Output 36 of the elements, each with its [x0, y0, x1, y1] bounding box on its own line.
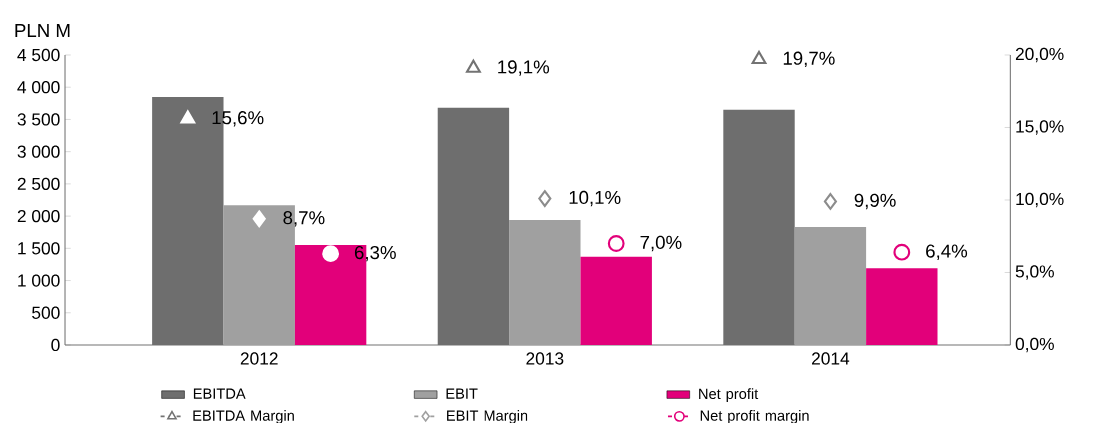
x-tick-label: 2013: [526, 352, 564, 365]
y-tick-label: 1 500: [18, 242, 60, 255]
y-tick-label: 4 500: [17, 48, 60, 62]
legend-label: Net profit margin: [700, 410, 809, 423]
y-axis-title: PLN M: [15, 24, 70, 37]
y-tick-label: 500: [32, 306, 60, 319]
data-label: 10,1%: [569, 190, 621, 207]
bar: [866, 268, 938, 345]
y-tick-label: 2 500: [17, 177, 60, 191]
data-label: 6,4%: [926, 244, 968, 260]
y2-tick-label: 5,0%: [1015, 265, 1054, 280]
legend-label: EBITDA Margin: [193, 410, 294, 423]
legend-label: EBIT: [446, 388, 478, 399]
data-label: 19,1%: [498, 60, 550, 76]
data-label: 9,9%: [854, 193, 896, 210]
data-label: 19,7%: [783, 51, 835, 68]
legend-label: Net profit: [699, 388, 759, 402]
y2-tick-label: 10,0%: [1016, 192, 1064, 208]
data-label: 8,7%: [283, 211, 325, 227]
bar: [509, 219, 581, 345]
bar: [580, 256, 652, 345]
data-label: 7,0%: [640, 235, 682, 252]
y-tick-label: 3 500: [17, 113, 60, 126]
y-tick-label: 1 000: [18, 274, 60, 287]
y-tick-label: 4 000: [17, 81, 60, 94]
bar: [794, 227, 867, 345]
y-tick-label: 3 000: [17, 145, 60, 158]
y2-tick-label: 15,0%: [1016, 120, 1064, 135]
legend-label: EBITDA: [193, 388, 246, 399]
y-tick-label: 2 000: [17, 209, 60, 223]
x-tick-label: 2012: [240, 352, 278, 365]
x-tick-label: 2014: [812, 352, 850, 365]
y-tick-label: 0: [51, 338, 60, 352]
y2-tick-label: 0,0%: [1015, 337, 1054, 353]
y2-tick-label: 20,0%: [1015, 47, 1064, 63]
legend-label: EBIT Margin: [447, 410, 528, 423]
